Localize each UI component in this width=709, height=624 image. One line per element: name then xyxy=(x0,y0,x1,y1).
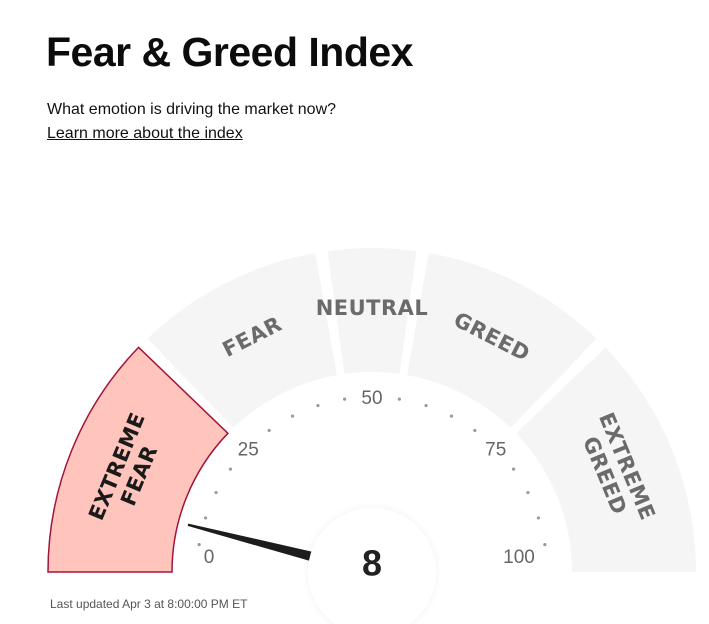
gauge-scale-labels: 0 25 50 75 100 xyxy=(204,388,535,568)
gauge-value: 8 xyxy=(362,543,382,584)
gauge-segment-extreme-greed xyxy=(516,347,696,572)
gauge-scale-dot xyxy=(473,428,477,433)
gauge-scale-dot xyxy=(228,467,233,471)
gauge-scale-label-0: 0 xyxy=(204,547,215,568)
gauge-scale-dot xyxy=(449,414,454,418)
learn-more-link[interactable]: Learn more about the index xyxy=(47,125,243,142)
gauge-scale-dot xyxy=(526,490,530,495)
gauge-scale-label-25: 25 xyxy=(238,439,259,460)
gauge-scale-dot xyxy=(424,403,428,408)
gauge-scale-dot xyxy=(197,543,201,547)
gauge-segment-neutral-label: NEUTRAL xyxy=(316,296,429,320)
last-updated-text: Last updated Apr 3 at 8:00:00 PM ET xyxy=(50,597,248,611)
gauge-scale-dot xyxy=(214,490,218,495)
gauge-segment-neutral-label-line: NEUTRAL xyxy=(316,296,429,320)
gauge-scale-label-100: 100 xyxy=(503,547,535,568)
gauge-scale-dot xyxy=(543,543,547,547)
gauge-scale-dot xyxy=(536,516,541,520)
gauge-segments xyxy=(47,248,696,573)
gauge-scale-label-75: 75 xyxy=(485,439,506,460)
gauge-scale-dot xyxy=(343,397,347,401)
gauge-scale-dot xyxy=(316,403,320,408)
gauge-scale-label-50: 50 xyxy=(361,388,382,409)
page-subtitle: What emotion is driving the market now? xyxy=(47,101,337,118)
gauge-scale-dots xyxy=(197,397,547,547)
page-title: Fear & Greed Index xyxy=(46,29,413,75)
gauge-segment-neutral xyxy=(327,248,417,374)
gauge-scale-dot xyxy=(290,414,295,418)
gauge-segment-extreme-fear xyxy=(47,346,229,573)
gauge-scale-dot xyxy=(397,397,401,401)
gauge-hub xyxy=(308,508,436,624)
gauge-scale-dot xyxy=(203,516,208,520)
gauge-scale-dot xyxy=(267,428,271,433)
gauge-segment-fear xyxy=(147,253,337,428)
gauge-segment-greed xyxy=(407,253,597,428)
gauge-scale-dot xyxy=(511,467,516,471)
